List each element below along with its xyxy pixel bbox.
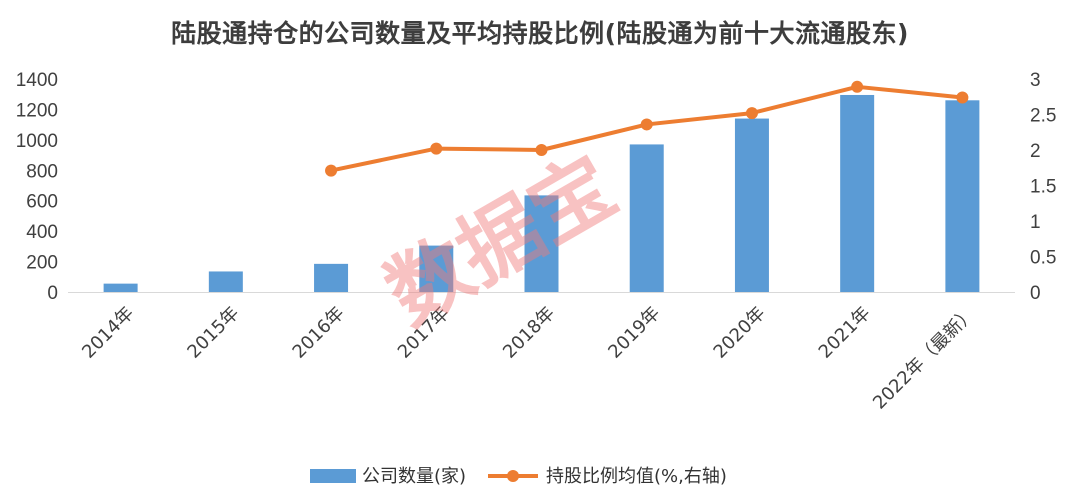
legend-line-marker bbox=[507, 470, 519, 482]
bar bbox=[629, 144, 664, 292]
y-right-tick-label: 3 bbox=[1030, 70, 1041, 91]
watermark: 数据宝 bbox=[371, 139, 632, 344]
x-axis-ticks: 2014年 2015年 2016年 2017年 2018年 2019年 2020年 2021年… bbox=[78, 303, 980, 414]
line-point bbox=[325, 164, 338, 177]
x-tick-label: 2021年 bbox=[815, 303, 875, 363]
y-right-tick-label: 1.5 bbox=[1030, 177, 1056, 198]
y-right-tick-label: 2 bbox=[1030, 141, 1041, 162]
y-left-tick-label: 1000 bbox=[16, 131, 58, 152]
y-left-tick-label: 1400 bbox=[16, 70, 58, 91]
x-tick-label: 2020年 bbox=[710, 303, 770, 363]
legend-bar-label: 公司数量(家) bbox=[362, 466, 466, 487]
y-right-tick-label: 0.5 bbox=[1030, 248, 1056, 269]
legend: 公司数量(家) 持股比例均值(%,右轴) bbox=[310, 466, 727, 487]
x-tick-label: 2019年 bbox=[604, 303, 664, 363]
y-right-tick-label: 0 bbox=[1030, 283, 1041, 304]
bar bbox=[840, 94, 875, 292]
legend-bar-swatch bbox=[310, 469, 356, 483]
line-point bbox=[535, 144, 548, 156]
legend-line-label: 持股比例均值(%,右轴) bbox=[546, 466, 727, 487]
y-left-tick-label: 0 bbox=[47, 283, 58, 304]
bar bbox=[734, 118, 769, 292]
y-left-tick-label: 400 bbox=[26, 222, 58, 243]
x-tick-label: 2022年（最新） bbox=[869, 303, 980, 414]
y-right-tick-label: 2.5 bbox=[1030, 106, 1056, 127]
bar bbox=[208, 271, 243, 292]
y-left-tick-label: 1200 bbox=[16, 100, 58, 121]
y-left-tick-label: 600 bbox=[26, 192, 58, 213]
x-tick-label: 2014年 bbox=[78, 303, 138, 363]
x-tick-label: 2015年 bbox=[183, 303, 243, 363]
line-point bbox=[851, 80, 864, 93]
chart-title: 陆股通持仓的公司数量及平均持股比例(陆股通为前十大流通股东) bbox=[171, 19, 909, 48]
x-tick-label: 2018年 bbox=[499, 303, 559, 363]
y-left-tick-label: 200 bbox=[26, 253, 58, 274]
bar bbox=[945, 100, 980, 292]
line-point bbox=[956, 91, 969, 104]
y-left-tick-label: 800 bbox=[26, 161, 58, 182]
bar-series bbox=[103, 94, 980, 292]
line-point bbox=[430, 142, 443, 155]
line-series bbox=[325, 80, 969, 177]
line-point bbox=[640, 118, 653, 131]
line-point bbox=[745, 107, 758, 120]
bar bbox=[524, 195, 559, 292]
bar bbox=[314, 263, 349, 292]
bar bbox=[419, 245, 454, 292]
bar bbox=[103, 283, 138, 292]
right-axis-ticks: 0 0.5 1 1.5 2 2.5 3 bbox=[1030, 70, 1056, 304]
y-right-tick-label: 1 bbox=[1030, 212, 1041, 233]
x-tick-label: 2016年 bbox=[289, 303, 349, 363]
left-axis-ticks: 0 200 400 600 800 1000 1200 1400 bbox=[16, 70, 58, 304]
